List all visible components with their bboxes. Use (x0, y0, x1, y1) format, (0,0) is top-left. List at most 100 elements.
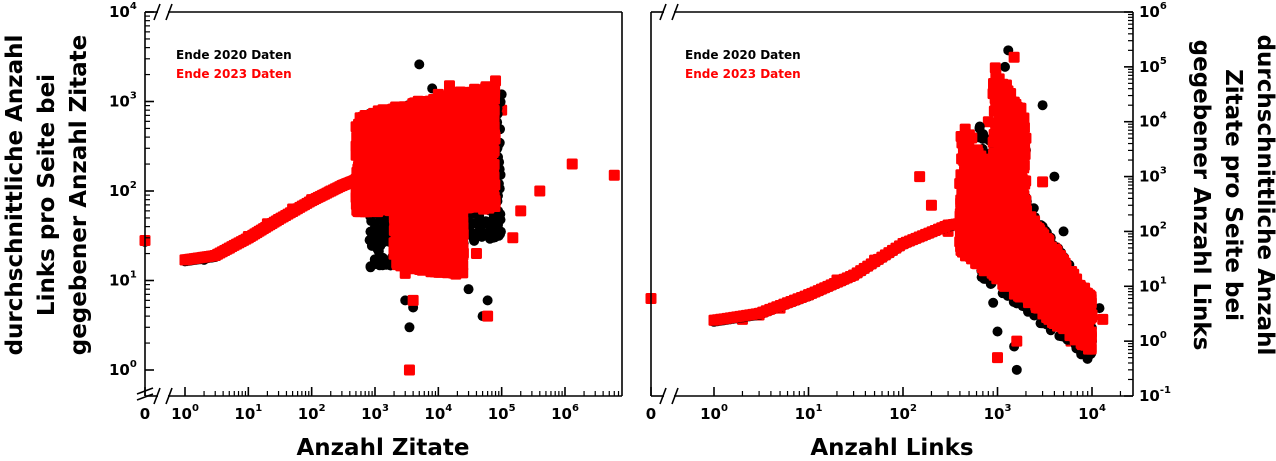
data-point (566, 158, 578, 170)
cloud-point (391, 236, 403, 248)
data-point (1011, 335, 1023, 347)
data-point (1049, 171, 1060, 182)
cloud-point (1065, 294, 1077, 306)
cloud-point (954, 220, 966, 232)
cloud-point (425, 265, 437, 277)
cloud-point (959, 182, 971, 194)
right-ylabel-line-2: Zitate pro Seite bei (1220, 69, 1246, 321)
cloud-point (1078, 317, 1090, 329)
data-point (403, 364, 415, 376)
cloud-point (956, 246, 968, 258)
data-point (1037, 100, 1048, 111)
cloud-point (409, 219, 421, 231)
cloud-point (484, 127, 496, 139)
cloud-point (436, 261, 448, 273)
cloud-point (351, 173, 363, 185)
left-y-axis-title: durchschnittliche Anzahl Links pro Seite… (2, 35, 92, 356)
data-point (534, 185, 546, 197)
data-point (1008, 51, 1020, 63)
cloud-point (453, 154, 465, 166)
data-point (482, 295, 493, 306)
cloud-point (482, 183, 494, 195)
cloud-point (473, 128, 485, 140)
cloud-point (359, 142, 371, 154)
cloud-point (966, 132, 978, 144)
cloud-point (475, 108, 487, 120)
cloud-point (972, 151, 984, 163)
left-ylabel-line-2: Links pro Seite bei (34, 74, 60, 316)
cloud-point (453, 259, 465, 271)
cloud-point (974, 171, 986, 183)
cloud-point (416, 151, 428, 163)
cloud-point (361, 187, 373, 199)
cloud-point (367, 229, 378, 240)
left-legend-2023: Ende 2023 Daten (176, 67, 292, 81)
left-legend-2020: Ende 2020 Daten (176, 48, 292, 62)
cloud-point (387, 103, 399, 115)
cloud-point (473, 184, 485, 196)
cloud-point (467, 168, 479, 180)
cloud-point (369, 254, 380, 265)
cloud-point (373, 246, 384, 257)
cloud-point (971, 207, 983, 219)
cloud-point (955, 171, 967, 183)
cloud-point (423, 204, 435, 216)
cloud-point (1077, 293, 1089, 305)
cloud-point (356, 121, 368, 133)
cloud-point (354, 203, 366, 215)
cloud-point (380, 114, 392, 126)
cloud-point (484, 169, 496, 181)
cloud-point (487, 232, 498, 243)
cloud-point (388, 210, 400, 222)
cloud-point (408, 169, 420, 181)
cloud-point (443, 134, 455, 146)
cloud-point (491, 217, 502, 228)
left-ylabel-line-3: gegebener Anzahl Zitate (66, 35, 92, 356)
data-point (463, 284, 474, 295)
cloud-point (1081, 303, 1093, 315)
data-point (482, 310, 494, 322)
cloud-point (976, 255, 988, 267)
cloud-point (1032, 230, 1044, 242)
data-point (988, 297, 999, 308)
cloud-point (454, 142, 466, 154)
left-panel: durchschnittliche Anzahl Links pro Seite… (2, 1, 623, 461)
cloud-point (961, 146, 973, 158)
cloud-point (402, 150, 414, 162)
cloud-point (1065, 316, 1077, 328)
cloud-point (441, 207, 453, 219)
cloud-point (418, 162, 430, 174)
cloud-point (431, 148, 443, 160)
cloud-point (968, 197, 980, 209)
cloud-point (488, 159, 500, 171)
cloud-point (411, 261, 423, 273)
cloud-point (445, 195, 457, 207)
data-point (507, 232, 519, 244)
cloud-point (958, 203, 970, 215)
cloud-point (965, 219, 977, 231)
cloud-point (359, 109, 371, 121)
cloud-point (1051, 262, 1063, 274)
cloud-point (404, 206, 416, 218)
cloud-point (424, 252, 436, 264)
cloud-point (486, 99, 498, 111)
cloud-point (433, 124, 445, 136)
cloud-point (443, 97, 455, 109)
cloud-point (405, 134, 417, 146)
cloud-point (1050, 289, 1062, 301)
cloud-point (1043, 306, 1055, 318)
data-point (470, 248, 482, 260)
cloud-point (448, 121, 460, 133)
cloud-point (398, 101, 410, 113)
cloud-point (999, 277, 1011, 289)
right-y-axis-title: durchschnittliche Anzahl Zitate pro Seit… (1188, 35, 1276, 356)
left-ylabel-line-1: durchschnittliche Anzahl (2, 35, 28, 356)
data-point (1097, 313, 1109, 325)
cloud-point (486, 224, 497, 235)
cloud-point (466, 94, 478, 106)
point-density-cloud (179, 81, 506, 280)
cloud-point (368, 130, 380, 142)
cloud-point (350, 187, 362, 199)
cloud-point (420, 234, 432, 246)
cloud-point (479, 193, 491, 205)
